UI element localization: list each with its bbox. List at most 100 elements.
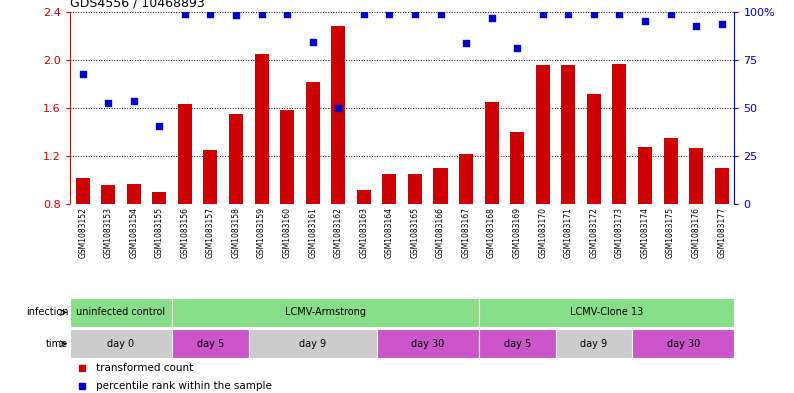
Text: GSM1083167: GSM1083167	[461, 207, 471, 258]
Point	[255, 11, 268, 17]
Text: transformed count: transformed count	[96, 363, 194, 373]
Text: GSM1083171: GSM1083171	[564, 207, 572, 258]
Text: GSM1083175: GSM1083175	[666, 207, 675, 258]
Bar	[479, 329, 556, 358]
Bar	[203, 150, 218, 204]
Bar	[612, 64, 626, 204]
Text: GSM1083173: GSM1083173	[615, 207, 624, 258]
Point	[485, 15, 498, 21]
Point	[715, 21, 728, 27]
Bar	[556, 329, 632, 358]
Bar	[536, 65, 549, 204]
Point	[357, 11, 370, 17]
Bar	[638, 147, 652, 204]
Bar	[689, 148, 703, 204]
Bar	[178, 105, 192, 204]
Bar	[561, 65, 576, 204]
Text: GSM1083153: GSM1083153	[104, 207, 113, 258]
Point	[588, 11, 600, 17]
Text: day 0: day 0	[107, 339, 134, 349]
Point	[76, 71, 89, 77]
Text: GSM1083169: GSM1083169	[513, 207, 522, 258]
Bar	[484, 102, 499, 204]
Text: GSM1083165: GSM1083165	[410, 207, 419, 258]
Bar	[664, 138, 677, 204]
Text: LCMV-Armstrong: LCMV-Armstrong	[285, 307, 366, 318]
Point	[511, 45, 523, 51]
Text: GDS4556 / 10468893: GDS4556 / 10468893	[70, 0, 205, 9]
Bar	[434, 168, 448, 204]
Text: GSM1083156: GSM1083156	[180, 207, 190, 258]
Text: GSM1083166: GSM1083166	[436, 207, 445, 258]
Bar	[715, 168, 729, 204]
Bar	[172, 298, 479, 327]
Point	[638, 18, 651, 25]
Text: GSM1083160: GSM1083160	[283, 207, 291, 258]
Bar	[101, 185, 115, 204]
Text: GSM1083163: GSM1083163	[360, 207, 368, 258]
Text: GSM1083162: GSM1083162	[333, 207, 343, 258]
Bar	[75, 178, 90, 204]
Bar	[357, 190, 371, 204]
Text: day 9: day 9	[580, 339, 607, 349]
Text: GSM1083176: GSM1083176	[692, 207, 700, 258]
Text: day 30: day 30	[667, 339, 700, 349]
Bar	[229, 114, 243, 204]
Text: GSM1083172: GSM1083172	[589, 207, 599, 258]
Bar	[383, 174, 396, 204]
Text: time: time	[46, 339, 68, 349]
Text: day 5: day 5	[503, 339, 531, 349]
Bar	[587, 94, 601, 204]
Point	[537, 11, 549, 17]
Bar	[479, 298, 734, 327]
Text: GSM1083159: GSM1083159	[257, 207, 266, 258]
Point	[229, 12, 242, 18]
Point	[204, 11, 217, 17]
Bar	[127, 184, 141, 204]
Point	[665, 11, 677, 17]
Text: GSM1083154: GSM1083154	[129, 207, 138, 258]
Bar	[511, 132, 524, 204]
Point	[690, 23, 703, 29]
Text: GSM1083168: GSM1083168	[488, 207, 496, 258]
Text: day 5: day 5	[197, 339, 224, 349]
Text: GSM1083155: GSM1083155	[155, 207, 164, 258]
Text: infection: infection	[26, 307, 68, 318]
Bar	[632, 329, 734, 358]
Text: GSM1083157: GSM1083157	[206, 207, 215, 258]
Text: GSM1083152: GSM1083152	[78, 207, 87, 258]
Bar	[459, 154, 473, 204]
Point	[153, 123, 166, 129]
Text: GSM1083170: GSM1083170	[538, 207, 547, 258]
Bar	[376, 329, 479, 358]
Bar	[280, 110, 294, 204]
Point	[434, 11, 447, 17]
Point	[613, 11, 626, 17]
Text: LCMV-Clone 13: LCMV-Clone 13	[570, 307, 643, 318]
Bar	[172, 329, 249, 358]
Point	[102, 100, 114, 107]
Text: percentile rank within the sample: percentile rank within the sample	[96, 381, 272, 391]
Bar	[331, 26, 345, 204]
Text: GSM1083177: GSM1083177	[717, 207, 727, 258]
Text: GSM1083164: GSM1083164	[385, 207, 394, 258]
Bar	[306, 82, 320, 204]
Point	[179, 11, 191, 17]
Point	[383, 11, 395, 17]
Point	[306, 39, 319, 45]
Point	[409, 11, 422, 17]
Bar	[152, 192, 167, 204]
Bar	[70, 298, 172, 327]
Point	[562, 11, 575, 17]
Point	[127, 98, 140, 104]
Text: day 9: day 9	[299, 339, 326, 349]
Bar	[408, 174, 422, 204]
Point	[460, 40, 472, 46]
Point	[332, 105, 345, 111]
Text: GSM1083161: GSM1083161	[308, 207, 317, 258]
Text: uninfected control: uninfected control	[76, 307, 166, 318]
Text: GSM1083174: GSM1083174	[641, 207, 649, 258]
Text: day 30: day 30	[411, 339, 445, 349]
Bar	[70, 329, 172, 358]
Bar	[249, 329, 376, 358]
